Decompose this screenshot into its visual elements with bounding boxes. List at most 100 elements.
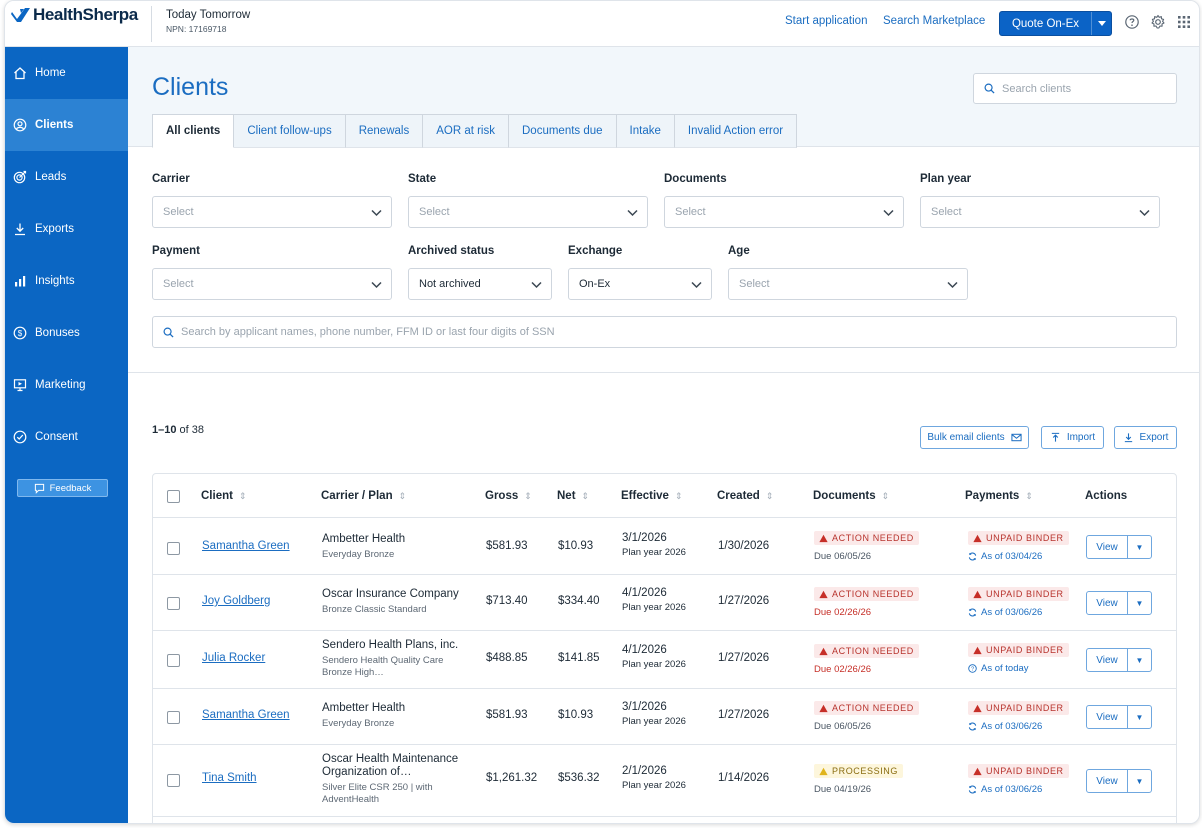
tab-client-follow-ups[interactable]: Client follow-ups xyxy=(234,114,346,148)
start-application-link[interactable]: Start application xyxy=(785,15,868,27)
export-button[interactable]: Export xyxy=(1114,426,1177,449)
as-of-label: As of 03/06/26 xyxy=(981,783,1043,795)
column-header-carrier[interactable]: Carrier / Plan ⇕ xyxy=(321,490,406,502)
payment-as-of[interactable]: As of 03/06/26 xyxy=(968,721,1069,732)
payment-as-of[interactable]: As of 03/06/26 xyxy=(968,607,1069,618)
sidebar-item-insights[interactable]: Insights xyxy=(5,255,128,307)
due-date: Due 06/05/26 xyxy=(814,720,872,732)
net-value: $334.40 xyxy=(558,595,600,607)
sidebar-item-consent[interactable]: Consent xyxy=(5,411,128,463)
carrier-name: Ambetter Health xyxy=(322,533,406,545)
effective-date: 3/1/2026 xyxy=(622,701,667,713)
payments-cell: UNPAID BINDER ? As of today xyxy=(968,643,1069,674)
column-header-gross[interactable]: Gross ⇕ xyxy=(485,490,532,502)
view-action-group: View ▼ xyxy=(1086,769,1152,793)
payment-as-of[interactable]: As of 03/04/26 xyxy=(968,551,1069,562)
tab-invalid-action-error[interactable]: Invalid Action error xyxy=(674,114,798,148)
column-header-client[interactable]: Client ⇕ xyxy=(201,490,247,502)
effective-cell: 4/1/2026 Plan year 2026 xyxy=(622,644,686,671)
applicant-search-input[interactable] xyxy=(181,326,1161,338)
row-actions-dropdown[interactable]: ▼ xyxy=(1127,649,1151,671)
row-checkbox[interactable] xyxy=(167,597,180,610)
sidebar-item-exports[interactable]: Exports xyxy=(5,203,128,255)
view-button[interactable]: View xyxy=(1096,654,1118,666)
row-actions-dropdown[interactable]: ▼ xyxy=(1127,536,1151,558)
age-filter-select[interactable]: Select xyxy=(728,268,968,300)
payment-as-of[interactable]: ? As of today xyxy=(968,663,1069,674)
tab-aor-at-risk[interactable]: AOR at risk xyxy=(423,114,509,148)
effective-cell: 4/1/2026 Plan year 2026 xyxy=(622,587,686,614)
view-button[interactable]: View xyxy=(1096,541,1118,553)
bulk-email-clients-button[interactable]: Bulk email clients xyxy=(920,426,1029,449)
row-checkbox[interactable] xyxy=(167,654,180,667)
view-action-group: View ▼ xyxy=(1086,648,1152,672)
feedback-button[interactable]: Feedback xyxy=(17,479,108,497)
payment-as-of[interactable]: As of 03/06/26 xyxy=(968,784,1069,795)
row-actions-dropdown[interactable]: ▼ xyxy=(1127,770,1151,792)
archived-filter-select[interactable]: Not archived xyxy=(408,268,552,300)
sidebar-item-marketing[interactable]: Marketing xyxy=(5,359,128,411)
column-header-payments[interactable]: Payments ⇕ xyxy=(965,490,1033,502)
help-icon[interactable] xyxy=(1124,14,1140,30)
main-content: Clients All clients Client follow-ups Re… xyxy=(128,47,1199,823)
speech-bubble-icon xyxy=(34,483,44,494)
import-button[interactable]: Import xyxy=(1041,426,1104,449)
sort-icon: ⇕ xyxy=(581,490,590,501)
row-actions-dropdown[interactable]: ▼ xyxy=(1127,592,1151,614)
sidebar-item-leads[interactable]: Leads xyxy=(5,151,128,203)
search-clients-input[interactable] xyxy=(1002,82,1172,95)
agent-name: Today Tomorrow xyxy=(166,9,251,21)
warning-icon xyxy=(973,590,982,598)
row-actions-dropdown[interactable]: ▼ xyxy=(1127,706,1151,728)
quote-dropdown-toggle[interactable] xyxy=(1091,12,1111,35)
healthsherpa-logo[interactable]: HealthSherpa xyxy=(11,5,138,25)
warning-icon xyxy=(819,647,828,655)
plan-year-filter-label: Plan year xyxy=(920,173,972,185)
view-button[interactable]: View xyxy=(1096,711,1118,723)
column-header-net[interactable]: Net ⇕ xyxy=(557,490,589,502)
column-header-documents[interactable]: Documents ⇕ xyxy=(813,490,889,502)
carrier-filter-select[interactable]: Select xyxy=(152,196,392,228)
settings-gear-icon[interactable] xyxy=(1150,14,1166,30)
tab-intake[interactable]: Intake xyxy=(616,114,675,148)
sidebar-item-clients[interactable]: Clients xyxy=(5,99,128,151)
as-of-label: As of 03/06/26 xyxy=(981,720,1043,732)
state-filter-select[interactable]: Select xyxy=(408,196,648,228)
caret-down-icon xyxy=(1097,21,1106,26)
row-checkbox[interactable] xyxy=(167,542,180,555)
tab-documents-due[interactable]: Documents due xyxy=(509,114,617,148)
column-header-effective[interactable]: Effective ⇕ xyxy=(621,490,682,502)
sidebar-item-home[interactable]: Home xyxy=(5,47,128,99)
client-name-link[interactable]: Julia Rocker xyxy=(202,652,266,664)
payment-filter-select[interactable]: Select xyxy=(152,268,392,300)
select-all-checkbox[interactable] xyxy=(167,490,180,503)
view-button[interactable]: View xyxy=(1096,775,1118,787)
gross-value: $713.40 xyxy=(486,595,528,607)
sidebar-item-label: Bonuses xyxy=(35,327,80,339)
table-row: Tina Smith Oscar Health Maintenance Orga… xyxy=(153,745,1176,817)
carrier-name: Oscar Insurance Company xyxy=(322,588,459,600)
apps-grid-icon[interactable] xyxy=(1176,14,1192,30)
search-marketplace-link[interactable]: Search Marketplace xyxy=(883,15,986,27)
clients-table: Client ⇕ Carrier / Plan ⇕ Gross ⇕ Net ⇕ Effe… xyxy=(152,473,1177,823)
client-name-link[interactable]: Samantha Green xyxy=(202,709,290,721)
sidebar-item-bonuses[interactable]: $ Bonuses xyxy=(5,307,128,359)
gross-value: $581.93 xyxy=(486,540,528,552)
tab-all-clients[interactable]: All clients xyxy=(152,114,235,148)
row-checkbox[interactable] xyxy=(167,711,180,724)
row-checkbox[interactable] xyxy=(167,774,180,787)
client-name-link[interactable]: Joy Goldberg xyxy=(202,595,271,607)
sidebar-item-label: Home xyxy=(35,67,66,79)
documents-filter-select[interactable]: Select xyxy=(664,196,904,228)
documents-cell: ACTION NEEDED Due 02/26/26 xyxy=(814,587,919,618)
tab-renewals[interactable]: Renewals xyxy=(345,114,424,148)
column-header-created[interactable]: Created ⇕ xyxy=(717,490,773,502)
exchange-filter-select[interactable]: On-Ex xyxy=(568,268,712,300)
quote-on-ex-main[interactable]: Quote On-Ex xyxy=(1011,17,1080,30)
warning-icon xyxy=(973,767,982,775)
client-name-link[interactable]: Samantha Green xyxy=(202,540,290,552)
plan-year-filter-select[interactable]: Select xyxy=(920,196,1160,228)
client-name-link[interactable]: Tina Smith xyxy=(202,772,257,784)
agent-npn: NPN: 17169718 xyxy=(166,24,227,34)
view-button[interactable]: View xyxy=(1096,597,1118,609)
